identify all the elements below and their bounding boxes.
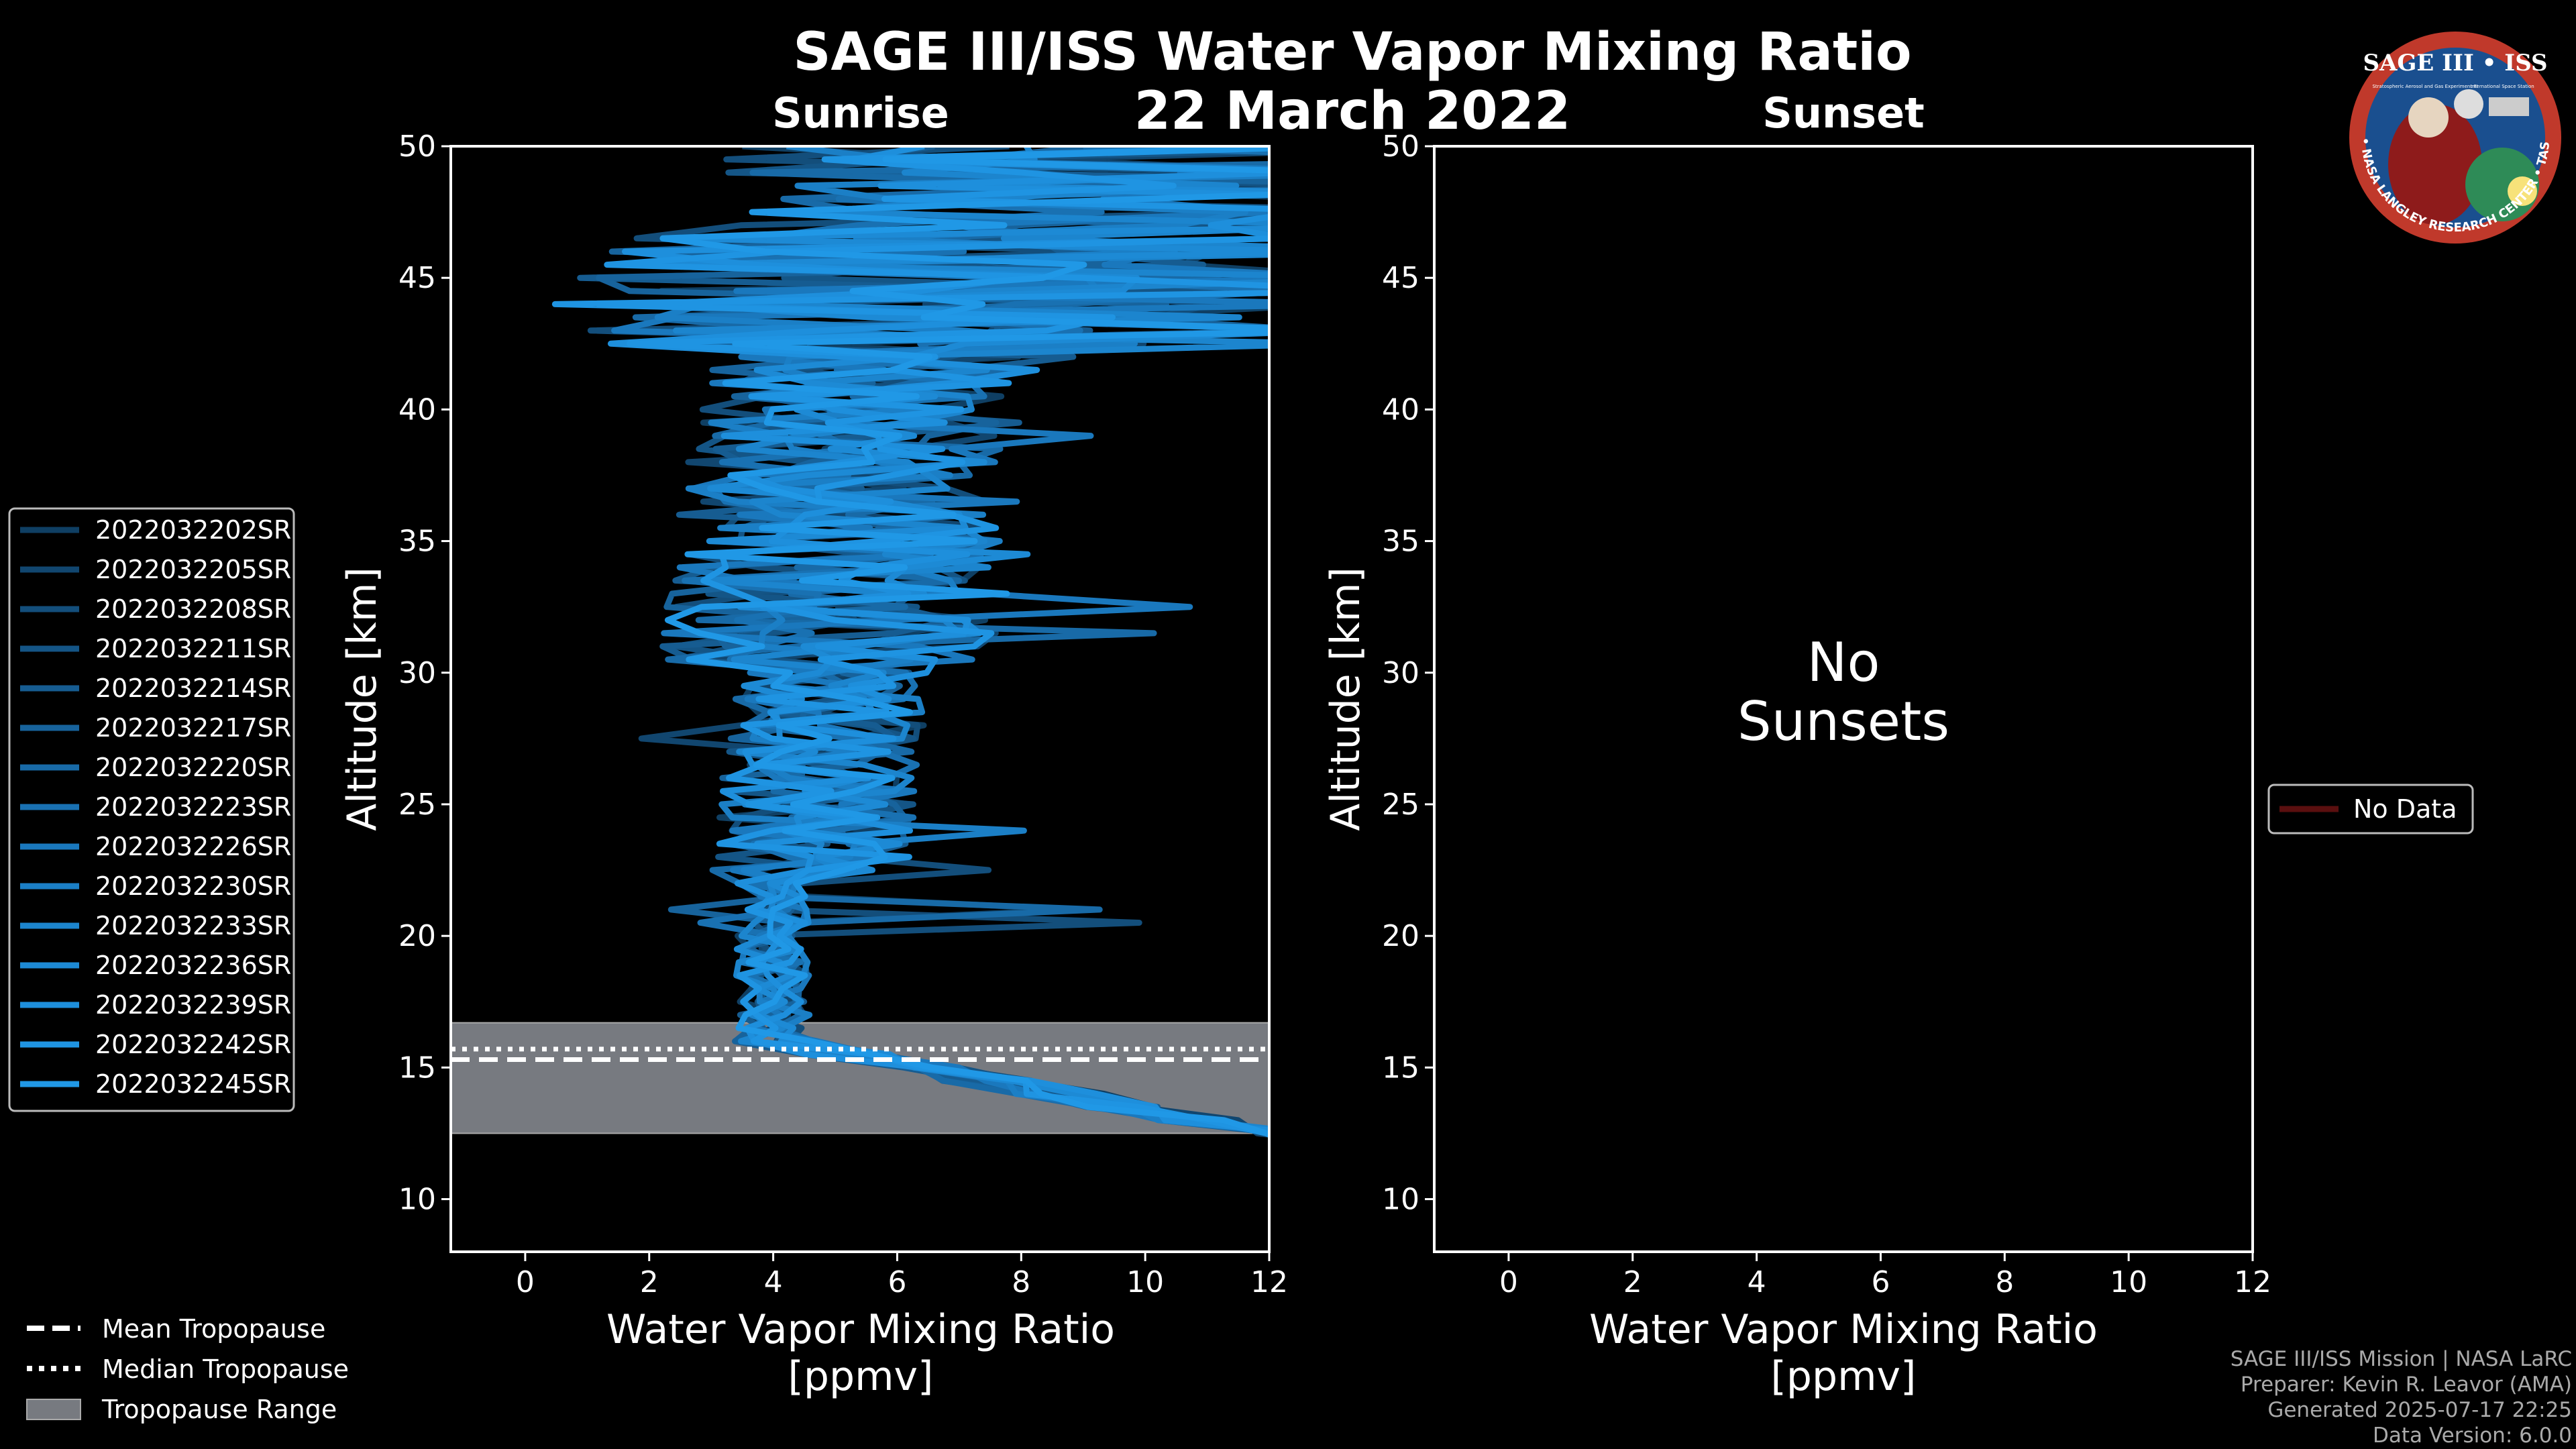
xtick-label: 8 bbox=[1995, 1265, 2014, 1299]
footer-line-3: Generated 2025-07-17 22:25 bbox=[2267, 1398, 2572, 1422]
ytick-label: 15 bbox=[398, 1051, 436, 1085]
sunset-subtitle: Sunset bbox=[1762, 89, 1925, 138]
ytick-label: 10 bbox=[398, 1183, 436, 1217]
sunrise-subtitle: Sunrise bbox=[772, 89, 949, 138]
xtick-label: 12 bbox=[1250, 1265, 1288, 1299]
sunrise-legend: 2022032202SR 2022032205SR 2022032208SR 2022… bbox=[8, 507, 295, 1112]
tropopause-legend: Mean Tropopause Median Tropopause Tropopau… bbox=[26, 1314, 349, 1424]
sunset-xlabel: Water Vapor Mixing Ratio [ppmv] bbox=[1589, 1306, 2098, 1400]
legend-entry: 2022032226SR bbox=[95, 832, 291, 861]
ytick-label: 10 bbox=[1382, 1183, 1419, 1217]
sunset-panel: Sunset 10 15 20 25 30 35 40 45 50 0 2 4 6 8 10 12 Alti… bbox=[1322, 89, 2271, 1400]
ytick-label: 25 bbox=[398, 788, 436, 822]
logo-figure-head bbox=[2408, 97, 2449, 138]
legend-entry: 2022032208SR bbox=[95, 594, 291, 624]
tropopause-legend-label: Median Tropopause bbox=[102, 1354, 349, 1384]
logo-sun bbox=[2508, 176, 2537, 206]
chart-title: SAGE III/ISS Water Vapor Mixing Ratio bbox=[793, 22, 1911, 83]
legend-entry: 2022032214SR bbox=[95, 674, 291, 703]
sunrise-xlabel: Water Vapor Mixing Ratio [ppmv] bbox=[606, 1306, 1115, 1400]
legend-entry: 2022032239SR bbox=[95, 990, 291, 1020]
sunrise-plot-frame bbox=[449, 145, 1271, 1253]
xtick-label: 4 bbox=[1748, 1265, 1766, 1299]
ytick-label: 20 bbox=[1382, 919, 1419, 953]
logo-station bbox=[2489, 97, 2529, 116]
sage-iii-iss-logo: SAGE III • ISS Stratospheric Aerosol and… bbox=[2349, 32, 2561, 244]
footer-line-1: SAGE III/ISS Mission | NASA LaRC bbox=[2231, 1347, 2572, 1371]
legend-entry: 2022032217SR bbox=[95, 713, 291, 743]
profile-line-2022032242SR bbox=[551, 146, 1269, 1138]
ytick-label: 35 bbox=[1382, 525, 1419, 559]
legend-entry: No Data bbox=[2353, 794, 2457, 824]
xtick-label: 12 bbox=[2234, 1265, 2271, 1299]
xtick-label: 6 bbox=[1871, 1265, 1890, 1299]
ytick-label: 45 bbox=[1382, 261, 1419, 295]
sunrise-panel: Sunrise 10 15 20 25 30 35 40 45 50 0 2 4 6 8 10 12 Alt… bbox=[339, 89, 1288, 1400]
no-sunsets-annotation: No Sunsets bbox=[1737, 631, 1949, 753]
legend-entry: 2022032245SR bbox=[95, 1069, 291, 1099]
xtick-label: 2 bbox=[640, 1265, 659, 1299]
logo-sub-right: International Space Station bbox=[2470, 84, 2534, 89]
profile-line-2022032245SR bbox=[659, 146, 1269, 1137]
xtick-label: 2 bbox=[1623, 1265, 1642, 1299]
xtick-label: 0 bbox=[516, 1265, 535, 1299]
xtick-label: 8 bbox=[1012, 1265, 1030, 1299]
xtick-label: 4 bbox=[764, 1265, 783, 1299]
chart-date: 22 March 2022 bbox=[1134, 81, 1570, 142]
legend-entry: 2022032211SR bbox=[95, 634, 291, 663]
logo-title: SAGE III • ISS bbox=[2363, 50, 2547, 76]
ytick-label: 20 bbox=[398, 919, 436, 953]
legend-entry: 2022032220SR bbox=[95, 753, 291, 782]
legend-entry: 2022032233SR bbox=[95, 911, 291, 941]
sunset-plot-frame bbox=[1433, 145, 2254, 1253]
footer-line-2: Preparer: Kevin R. Leavor (AMA) bbox=[2241, 1373, 2572, 1397]
sunset-ylabel: Altitude [km] bbox=[1322, 567, 1369, 831]
logo-moon bbox=[2454, 89, 2483, 119]
ytick-label: 30 bbox=[398, 656, 436, 690]
footer-line-4: Data Version: 6.0.0 bbox=[2373, 1424, 2572, 1448]
sunset-legend: No Data bbox=[2267, 784, 2474, 835]
xtick-label: 0 bbox=[1499, 1265, 1518, 1299]
ytick-label: 30 bbox=[1382, 656, 1419, 690]
ytick-label: 40 bbox=[398, 392, 436, 427]
ytick-label: 25 bbox=[1382, 788, 1419, 822]
ytick-label: 15 bbox=[1382, 1051, 1419, 1085]
xtick-label: 10 bbox=[1126, 1265, 1164, 1299]
legend-entry: 2022032242SR bbox=[95, 1030, 291, 1059]
legend-entry: 2022032236SR bbox=[95, 951, 291, 980]
logo-figure bbox=[2388, 104, 2482, 225]
ytick-label: 50 bbox=[1382, 129, 1419, 164]
ytick-label: 45 bbox=[398, 261, 436, 295]
legend-entry: 2022032230SR bbox=[95, 871, 291, 901]
xtick-label: 10 bbox=[2110, 1265, 2147, 1299]
legend-entry: 2022032205SR bbox=[95, 555, 291, 584]
tropopause-legend-label: Tropopause Range bbox=[101, 1395, 337, 1424]
tropopause-range-swatch bbox=[26, 1399, 81, 1420]
tropopause-legend-label: Mean Tropopause bbox=[102, 1314, 325, 1344]
legend-entry: 2022032202SR bbox=[95, 515, 291, 545]
ytick-label: 35 bbox=[398, 525, 436, 559]
ytick-label: 50 bbox=[398, 129, 436, 164]
xtick-label: 6 bbox=[888, 1265, 906, 1299]
footer-credits: SAGE III/ISS Mission | NASA LaRC Prepare… bbox=[2231, 1347, 2572, 1448]
sunrise-ylabel: Altitude [km] bbox=[339, 567, 386, 831]
ytick-label: 40 bbox=[1382, 392, 1419, 427]
legend-entry: 2022032223SR bbox=[95, 792, 291, 822]
logo-sub-left: Stratospheric Aerosol and Gas Experiment… bbox=[2372, 84, 2477, 89]
